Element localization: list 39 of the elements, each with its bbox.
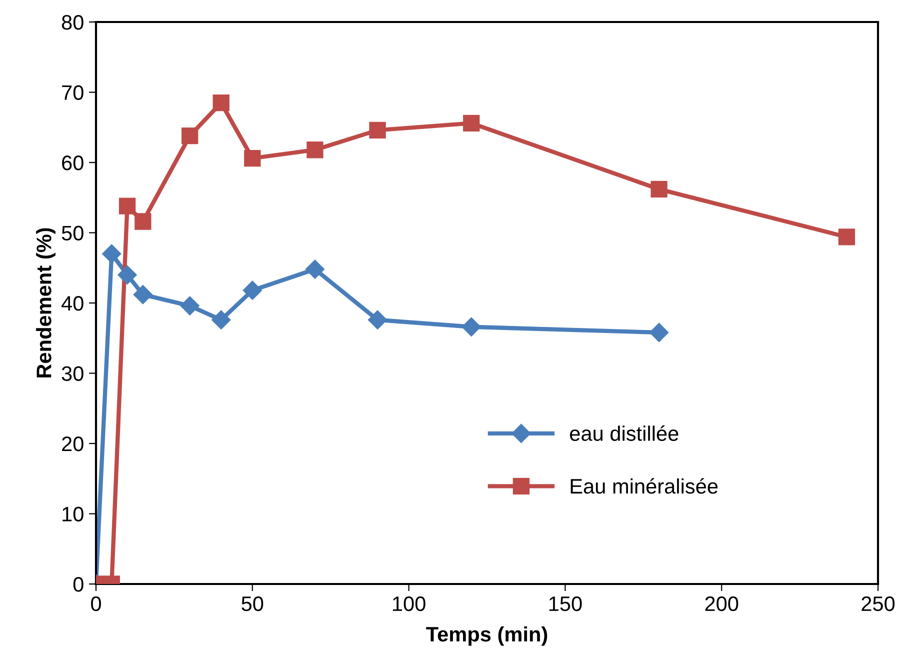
point <box>182 127 198 144</box>
point <box>118 265 137 284</box>
y-tick-label: 50 <box>62 226 84 241</box>
point <box>134 213 152 230</box>
point <box>180 296 200 316</box>
x-tick-label: 50 <box>242 596 264 612</box>
y-tick-label: 0 <box>73 577 84 592</box>
y-tick-label: 40 <box>62 296 84 311</box>
point <box>305 260 324 279</box>
point <box>102 244 122 264</box>
y-tick-label: 30 <box>62 366 84 382</box>
legend-label: eau distillée <box>570 425 678 441</box>
x-tick-label: 150 <box>549 596 582 612</box>
point <box>369 122 386 139</box>
point <box>306 142 324 158</box>
point <box>463 114 480 132</box>
y-tick-label: 60 <box>62 156 84 170</box>
point <box>650 322 669 342</box>
point <box>118 198 136 214</box>
point <box>650 180 668 198</box>
point <box>244 150 261 167</box>
x-tick-label: 0 <box>91 596 101 612</box>
point <box>242 280 262 300</box>
point <box>133 285 152 304</box>
y-tick-label: 20 <box>62 436 84 452</box>
x-tick-label: 200 <box>705 596 738 612</box>
x-axis-title: Temps (min) <box>426 626 548 646</box>
x-tick-label: 100 <box>393 596 426 612</box>
y-tick-label: 70 <box>62 85 84 100</box>
point <box>212 310 231 330</box>
point <box>462 317 481 336</box>
x-tick-label: 250 <box>862 596 895 612</box>
y-axis-title: Rendement (%) <box>36 228 56 378</box>
legend-label: Eau minéralisée <box>570 478 718 494</box>
point <box>838 228 856 246</box>
point <box>368 310 388 330</box>
y-tick-label: 80 <box>62 15 84 30</box>
y-tick-label: 10 <box>62 506 84 522</box>
point <box>212 94 230 112</box>
